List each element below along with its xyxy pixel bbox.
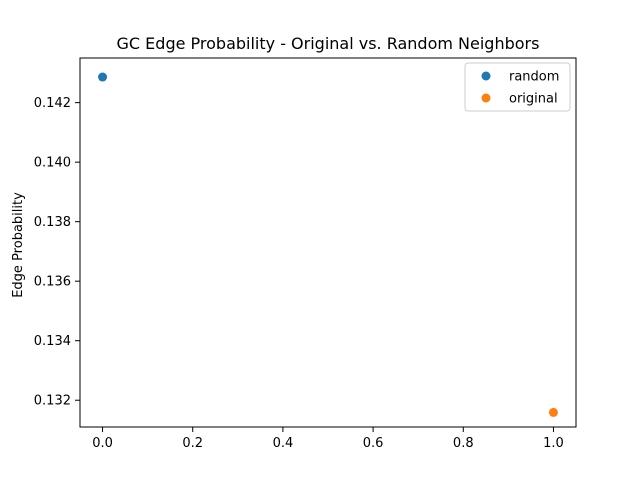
y-tick-label: 0.140: [34, 156, 71, 171]
x-tick-label: 0.0: [92, 436, 113, 451]
legend-label-original: original: [509, 92, 558, 107]
y-tick-label: 0.136: [34, 275, 71, 290]
data-points: [98, 72, 558, 417]
legend-label-random: random: [509, 70, 559, 85]
x-tick-label: 0.4: [273, 436, 294, 451]
chart-title: GC Edge Probability - Original vs. Rando…: [117, 34, 540, 53]
y-tick-label: 0.134: [34, 334, 71, 349]
legend-marker-original: [481, 93, 491, 103]
y-axis-label: Edge Probability: [11, 192, 26, 298]
data-point-original: [548, 407, 558, 417]
data-point-random: [98, 72, 108, 82]
x-tick-label: 0.2: [182, 436, 203, 451]
y-tick-label: 0.132: [34, 394, 71, 409]
plot-area-frame: [79, 57, 577, 428]
legend: random original: [464, 62, 571, 112]
legend-box: [464, 62, 571, 112]
x-tick-label: 0.6: [363, 436, 384, 451]
legend-marker-random: [481, 71, 491, 81]
axis-ticks: 0.0 0.2 0.4 0.6 0.8 1.0 0.132 0.134 0.136 0.138 0.…: [34, 96, 564, 451]
y-tick-label: 0.142: [34, 96, 71, 111]
y-tick-label: 0.138: [34, 215, 71, 230]
x-tick-label: 0.8: [453, 436, 474, 451]
x-tick-label: 1.0: [543, 436, 564, 451]
